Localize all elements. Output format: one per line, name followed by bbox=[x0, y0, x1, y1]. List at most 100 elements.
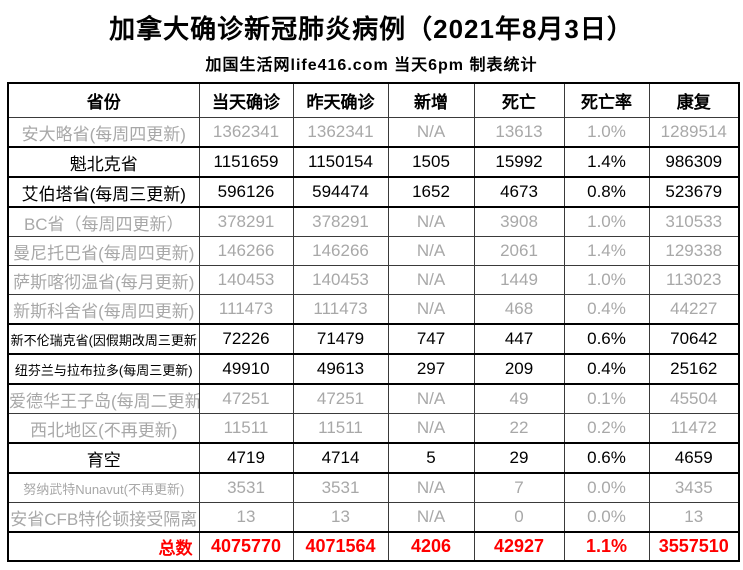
table-row: 育空 4719 4714 5 29 0.6% 4659 bbox=[7, 442, 740, 474]
page-subtitle: 加国生活网life416.com 当天6pm 制表统计 bbox=[205, 57, 538, 74]
cell-recovered: 70642 bbox=[648, 323, 740, 355]
cell-today-confirmed: 47251 bbox=[198, 383, 294, 414]
cell-province: 西北地区(不再更新) bbox=[7, 413, 200, 444]
cell-deaths: 22 bbox=[473, 413, 565, 444]
cell-recovered: 3435 bbox=[648, 472, 740, 503]
cell-new-cases: N/A bbox=[387, 265, 475, 295]
cell-yesterday-confirmed: 11511 bbox=[292, 413, 389, 444]
table-row: 安大略省(每周四更新) 1362341 1362341 N/A 13613 1.0% 128… bbox=[7, 117, 740, 148]
cell-yesterday-confirmed: 146266 bbox=[292, 236, 389, 266]
table-row: 安省CFB特伦顿接受隔离 13 13 N/A 0 0.0% 13 bbox=[7, 502, 740, 533]
cell-yesterday-confirmed: 1362341 bbox=[292, 117, 389, 148]
cell-today-confirmed: 4719 bbox=[198, 442, 294, 474]
cell-province: 魁北克省 bbox=[7, 146, 200, 178]
cell-new-cases: 297 bbox=[387, 353, 475, 385]
cell-death-rate: 0.1% bbox=[563, 383, 650, 414]
cell-recovered: 1289514 bbox=[648, 117, 740, 148]
cell-deaths: 2061 bbox=[473, 236, 565, 266]
cell-today-confirmed: 4075770 bbox=[198, 531, 294, 562]
table-row: 爱德华王子岛(每周二更新) 47251 47251 N/A 49 0.1% 45504 bbox=[7, 383, 740, 414]
cell-new-cases: 1652 bbox=[387, 176, 475, 208]
cell-new-cases: N/A bbox=[387, 117, 475, 148]
cell-recovered: 4659 bbox=[648, 442, 740, 474]
cell-recovered: 113023 bbox=[648, 265, 740, 295]
cell-yesterday-confirmed: 140453 bbox=[292, 265, 389, 295]
cell-province: 新不伦瑞克省(因假期改周三更新 bbox=[7, 323, 200, 355]
col-header-deaths: 死亡 bbox=[473, 82, 565, 118]
cell-new-cases: N/A bbox=[387, 502, 475, 533]
cell-yesterday-confirmed: 378291 bbox=[292, 206, 389, 237]
cell-death-rate: 0.4% bbox=[563, 353, 650, 385]
col-header-death-rate: 死亡率 bbox=[563, 82, 650, 118]
cell-province: 努纳武特Nunavut(不再更新) bbox=[7, 472, 200, 503]
table-body: 安大略省(每周四更新) 1362341 1362341 N/A 13613 1.0% 128… bbox=[7, 117, 740, 562]
cell-province: 艾伯塔省(每周三更新) bbox=[7, 176, 200, 208]
cell-death-rate: 0.0% bbox=[563, 502, 650, 533]
cell-today-confirmed: 49910 bbox=[198, 353, 294, 385]
cell-yesterday-confirmed: 1150154 bbox=[292, 146, 389, 178]
cell-new-cases: 1505 bbox=[387, 146, 475, 178]
table-row: 努纳武特Nunavut(不再更新) 3531 3531 N/A 7 0.0% 3435 bbox=[7, 472, 740, 503]
cell-recovered: 3557510 bbox=[648, 531, 740, 562]
cell-recovered: 11472 bbox=[648, 413, 740, 444]
cell-new-cases: N/A bbox=[387, 413, 475, 444]
table-row: 曼尼托巴省(每周四更新) 146266 146266 N/A 2061 1.4% 12933… bbox=[7, 236, 740, 266]
cell-new-cases: N/A bbox=[387, 294, 475, 325]
cell-province: BC省（每周四更新） bbox=[7, 206, 200, 237]
cell-death-rate: 0.8% bbox=[563, 176, 650, 208]
table-row: 纽芬兰与拉布拉多(每周三更新) 49910 49613 297 209 0.4% 25162 bbox=[7, 353, 740, 385]
covid-cases-table: 省份 当天确诊 昨天确诊 新增 死亡 死亡率 康复 安大略省(每周四更新) 1362341 13… bbox=[7, 82, 740, 562]
cell-death-rate: 1.1% bbox=[563, 531, 650, 562]
table-row: 西北地区(不再更新) 11511 11511 N/A 22 0.2% 11472 bbox=[7, 413, 740, 444]
cell-deaths: 7 bbox=[473, 472, 565, 503]
cell-death-rate: 0.2% bbox=[563, 413, 650, 444]
cell-deaths: 3908 bbox=[473, 206, 565, 237]
cell-yesterday-confirmed: 13 bbox=[292, 502, 389, 533]
col-header-yesterday-confirmed: 昨天确诊 bbox=[292, 82, 389, 118]
cell-deaths: 49 bbox=[473, 383, 565, 414]
cell-new-cases: 5 bbox=[387, 442, 475, 474]
cell-new-cases: 747 bbox=[387, 323, 475, 355]
cell-deaths: 13613 bbox=[473, 117, 565, 148]
cell-province: 安省CFB特伦顿接受隔离 bbox=[7, 502, 200, 533]
cell-today-confirmed: 1362341 bbox=[198, 117, 294, 148]
table-row: BC省（每周四更新） 378291 378291 N/A 3908 1.0% 310533 bbox=[7, 206, 740, 237]
cell-recovered: 129338 bbox=[648, 236, 740, 266]
cell-death-rate: 1.4% bbox=[563, 146, 650, 178]
cell-today-confirmed: 13 bbox=[198, 502, 294, 533]
cell-recovered: 44227 bbox=[648, 294, 740, 325]
cell-death-rate: 1.0% bbox=[563, 117, 650, 148]
cell-death-rate: 1.4% bbox=[563, 236, 650, 266]
table-row: 新斯科舍省(每周四更新) 111473 111473 N/A 468 0.4% 44227 bbox=[7, 294, 740, 325]
cell-yesterday-confirmed: 47251 bbox=[292, 383, 389, 414]
col-header-recovered: 康复 bbox=[648, 82, 740, 118]
cell-recovered: 986309 bbox=[648, 146, 740, 178]
cell-new-cases: N/A bbox=[387, 236, 475, 266]
cell-recovered: 523679 bbox=[648, 176, 740, 208]
cell-deaths: 4673 bbox=[473, 176, 565, 208]
cell-death-rate: 0.6% bbox=[563, 442, 650, 474]
cell-recovered: 45504 bbox=[648, 383, 740, 414]
table-row: 萨斯喀彻温省(每月更新) 140453 140453 N/A 1449 1.0% 11302… bbox=[7, 265, 740, 295]
cell-recovered: 25162 bbox=[648, 353, 740, 385]
cell-province: 爱德华王子岛(每周二更新) bbox=[7, 383, 200, 414]
cell-today-confirmed: 72226 bbox=[198, 323, 294, 355]
cell-deaths: 1449 bbox=[473, 265, 565, 295]
cell-today-confirmed: 378291 bbox=[198, 206, 294, 237]
cell-province: 曼尼托巴省(每周四更新) bbox=[7, 236, 200, 266]
cell-death-rate: 1.0% bbox=[563, 206, 650, 237]
cell-today-confirmed: 146266 bbox=[198, 236, 294, 266]
cell-deaths: 29 bbox=[473, 442, 565, 474]
cell-yesterday-confirmed: 71479 bbox=[292, 323, 389, 355]
cell-new-cases: N/A bbox=[387, 472, 475, 503]
col-header-new-cases: 新增 bbox=[387, 82, 475, 118]
cell-new-cases: N/A bbox=[387, 383, 475, 414]
cell-deaths: 42927 bbox=[473, 531, 565, 562]
cell-today-confirmed: 596126 bbox=[198, 176, 294, 208]
cell-recovered: 310533 bbox=[648, 206, 740, 237]
cell-province: 新斯科舍省(每周四更新) bbox=[7, 294, 200, 325]
cell-death-rate: 1.0% bbox=[563, 265, 650, 295]
cell-province: 纽芬兰与拉布拉多(每周三更新) bbox=[7, 353, 200, 385]
cell-deaths: 209 bbox=[473, 353, 565, 385]
table-header-row: 省份 当天确诊 昨天确诊 新增 死亡 死亡率 康复 bbox=[7, 82, 740, 118]
